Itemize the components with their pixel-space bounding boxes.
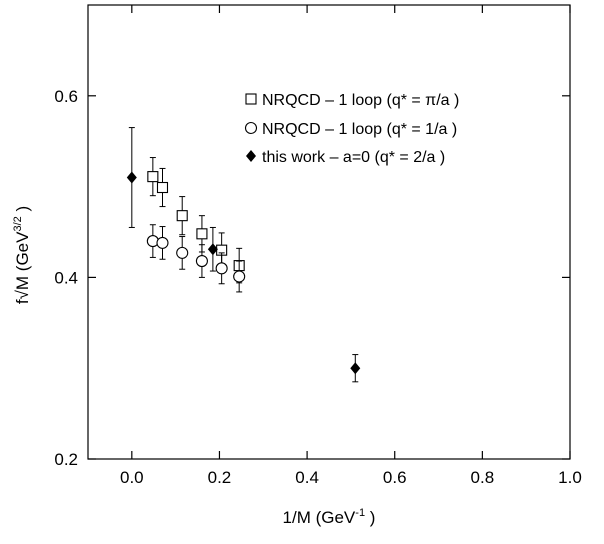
circle-marker [156,236,169,249]
circle-marker [195,255,208,268]
data-point-series-1 [156,167,169,208]
plot-frame [87,4,571,460]
square-marker [196,228,208,240]
x-tick-label: 0.6 [383,468,407,487]
data-point-series-2 [176,236,189,270]
legend-marker-circle [244,121,258,135]
x-axis-label: 1/M (GeV-1 ) [283,507,376,527]
circle-marker [215,262,228,275]
data-point-series-3 [126,127,137,228]
data-point-series-2 [146,224,159,258]
y-axis-label: f√M (GeV3/2 ) [12,206,32,304]
square-marker [147,171,159,183]
diamond-marker [126,171,137,184]
circle-marker [233,270,246,283]
x-tick-label: 0.2 [208,468,232,487]
data-point-series-1 [147,157,159,197]
x-tick-label: 0.0 [120,468,144,487]
legend: NRQCD – 1 loop (q* = π/a ) NRQCD – 1 loo… [244,92,459,166]
data-point-series-2 [195,244,208,278]
square-marker [176,210,188,222]
legend-label-1: NRQCD – 1 loop (q* = π/a ) [262,92,459,109]
data-point-series-2 [156,226,169,260]
x-tick-label: 1.0 [558,468,582,487]
data-point-series-2 [215,252,228,285]
circle-marker [146,235,159,248]
circle-marker [176,246,189,259]
y-tick-label: 0.4 [54,268,78,287]
legend-marker-diamond [246,150,256,162]
data-point-series-3 [207,226,218,272]
diamond-marker [350,362,361,375]
square-marker [156,181,169,194]
legend-marker-square [245,93,257,105]
y-tick-label: 0.6 [54,87,78,106]
diamond-marker [207,243,218,256]
legend-label-3: this work – a=0 (q* = 2/a ) [262,149,445,166]
x-tick-label: 0.4 [295,468,319,487]
data-point-series-2 [233,260,246,293]
y-tick-label: 0.2 [54,450,78,469]
data-point-series-1 [176,196,188,236]
x-tick-label: 0.8 [471,468,495,487]
legend-label-2: NRQCD – 1 loop (q* = 1/a ) [262,121,457,138]
data-point-series-3 [350,354,361,383]
